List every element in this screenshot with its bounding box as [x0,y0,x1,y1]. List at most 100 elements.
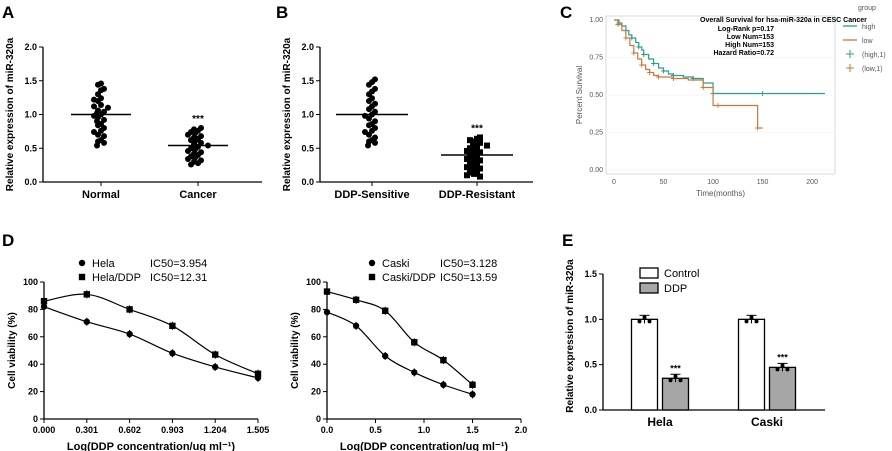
stat-label: Hazard Ratio=0.72 [714,50,775,57]
censor-mark-high [760,91,766,96]
data-point [126,306,133,313]
bar-control [737,318,766,411]
y-tick-label: 2.0 [24,42,37,52]
data-point [470,141,476,148]
data-point [101,139,107,146]
y-tick-label: 0.0 [584,405,597,415]
y-tick-label: 80 [311,304,321,314]
replicate-point [749,315,754,320]
data-point [464,172,470,179]
stat-label: Low Num=153 [727,34,774,41]
data-point [471,170,477,177]
data-point [477,139,483,146]
data-point [40,303,48,310]
chart-title: Overall Survival for hsa-miR-320a in CES… [700,17,867,24]
x-tick-label: 0.0 [321,425,334,435]
panel-c-survival: 0.00 0.25 0.50 0.75 1.00 0 50 100 150 200 Time(mon… [575,5,886,198]
y-tick-label: 0 [316,414,321,424]
ic50-label: IC50=13.59 [440,272,497,284]
y-tick-label: 1.5 [584,269,597,279]
panel-label-b: B [276,3,288,22]
x-tick-label: 0.5 [369,425,382,435]
legend-swatch [639,267,659,279]
bar-ddp [768,366,797,411]
data-point [365,142,371,149]
data-point [188,161,194,168]
data-point [471,146,477,153]
y-axis-label: Cell viability (%) [290,312,301,389]
data-point [382,307,389,314]
censor-mark-low [715,103,721,108]
x-axis-label: Log(DDP concentration/ug ml⁻¹) [340,441,508,451]
censor-mark-high [661,68,667,74]
y-tick-label: 1.0 [301,110,314,120]
legend-label: (low,1) [862,66,883,73]
significance-label: *** [670,363,681,373]
x-tick-label: Caski [751,415,783,429]
censor-mark-low [639,62,645,68]
censor-mark-low [647,70,653,75]
legend-swatch [846,64,854,72]
data-point [254,370,262,377]
data-point [366,98,372,104]
data-point [464,164,470,171]
x-tick-label: 100 [707,179,719,186]
panel-label-d: D [2,231,14,250]
censor-mark-high [641,52,647,57]
legend-label: Control [664,268,699,280]
data-point [469,381,476,388]
data-point [471,154,477,161]
data-point [95,131,101,138]
x-tick-label: Normal [82,189,120,201]
curve-circle [43,306,259,379]
bar-control [630,318,659,411]
censor-mark-low [623,35,629,41]
x-tick-label: 0.000 [33,425,56,435]
legend-label: DDP [664,283,687,295]
censor-mark-low [615,22,621,27]
stat-label: Log-Rank p=0.17 [718,26,774,33]
data-point [98,80,104,87]
y-tick-label: 1.5 [301,76,314,86]
data-point [323,288,331,295]
y-tick-label: 100 [306,277,321,287]
panel-b-scatter: 0.0 0.5 1.0 1.5 2.0 Relative expression of mi… [282,37,533,201]
y-tick-label: 0.5 [301,143,314,153]
replicate-point [668,378,673,383]
legend-swatch [639,282,659,294]
data-point [83,291,90,298]
panel-d-hela-curve: 0 20 40 60 80 100 0.000 0.301 0.602 0.903 1.204 1.5… [7,258,269,451]
x-tick-label: DDP-Resistant [439,189,516,201]
y-tick-label: 1.5 [24,76,37,86]
legend-title: group [858,5,876,12]
legend-label: Caski/DDP [382,272,436,284]
data-point [440,381,447,388]
data-point [352,322,360,330]
stat-label: High Num=153 [725,42,774,49]
y-axis-label: Relative expression of miR-320a [5,37,16,191]
x-tick-label: 0.602 [118,425,141,435]
x-tick-label: 150 [757,179,769,186]
replicate-point [785,367,790,372]
data-point [464,147,470,154]
x-tick-label: 50 [660,179,668,186]
x-tick-label: 1.5 [466,425,479,435]
replicate-point [673,374,678,379]
replicate-point [780,363,785,368]
legend-label: Hela/DDP [92,272,141,284]
y-tick-label: 100 [23,277,38,287]
data-point [212,363,219,371]
data-point [169,322,176,330]
y-tick-label: 20 [28,387,38,397]
data-point [95,122,101,129]
y-tick-label: 60 [311,332,321,342]
replicate-point [637,319,642,324]
y-axis-label: Cell viability (%) [7,312,18,389]
data-point [471,162,477,169]
x-tick-label: 1.204 [204,425,227,435]
legend-marker [368,259,376,267]
data-point [323,308,331,316]
legend-label: high [862,24,875,31]
panel-label-c: C [560,3,572,22]
legend-label: Hela [92,258,116,270]
